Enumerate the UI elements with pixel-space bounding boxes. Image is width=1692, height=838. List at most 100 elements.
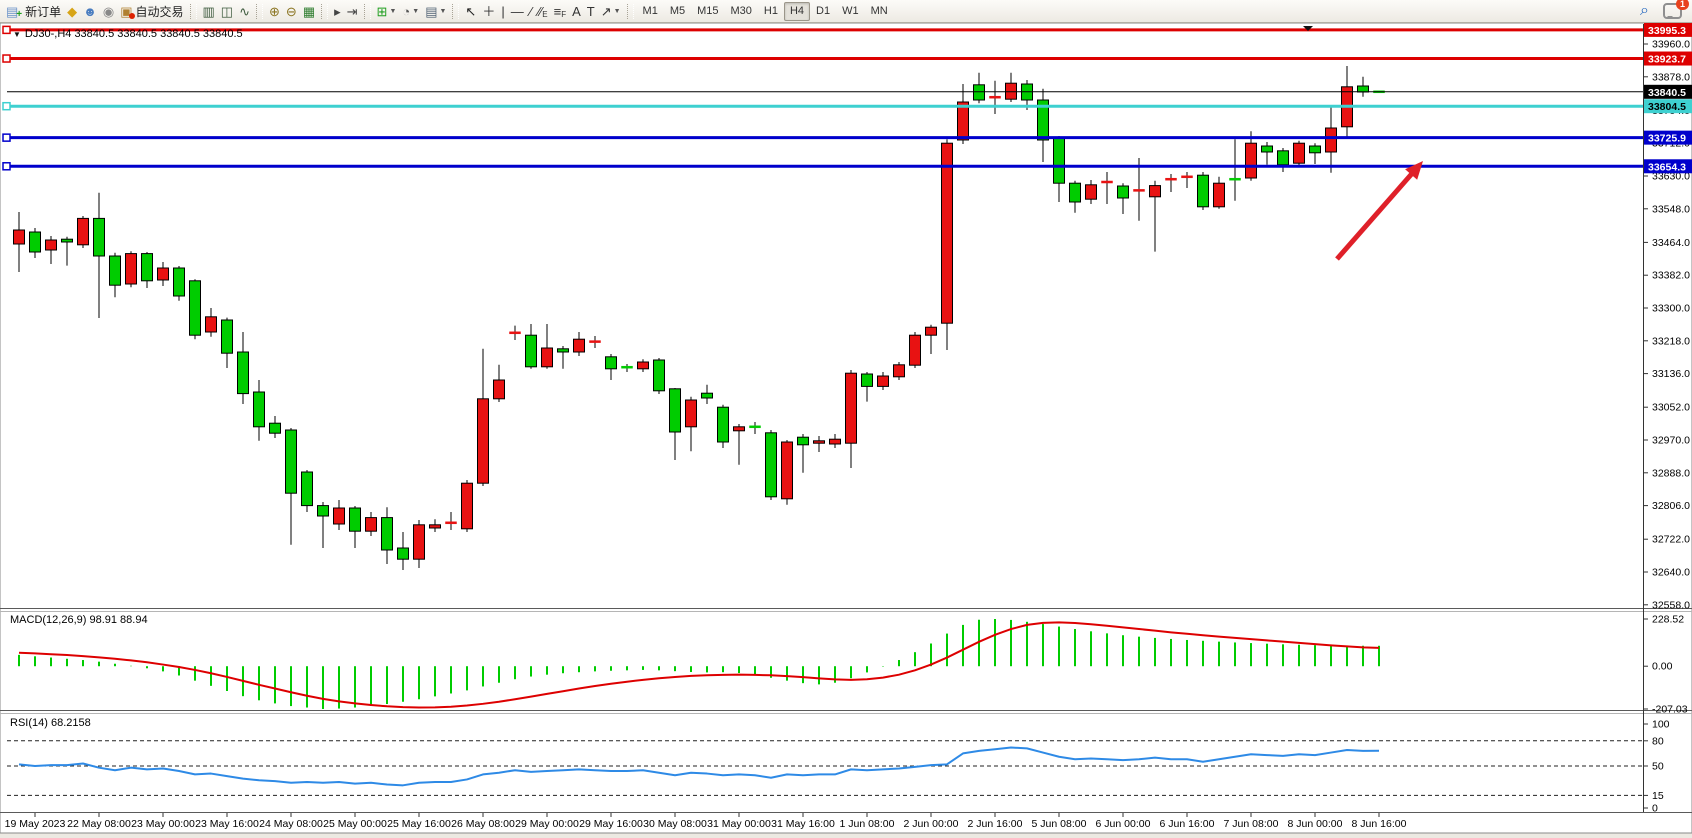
timeframe-mn[interactable]: MN [870, 5, 888, 17]
label-tool-icon: T [586, 3, 595, 19]
timeframes-dropdown[interactable]: ◔ ▼ [399, 2, 422, 21]
search-icon[interactable]: ⌕ [1640, 2, 1649, 19]
timeframe-h1[interactable]: H1 [763, 5, 778, 17]
timeframe-h4[interactable]: H4 [783, 1, 811, 21]
crosshair-tool-button[interactable]: ＋ [479, 2, 498, 21]
symbol-dropdown-icon[interactable]: ▼ [13, 30, 21, 39]
profile-icon-button[interactable]: ☻ [80, 2, 100, 21]
line-handle [2, 25, 11, 35]
fibonacci-tool-button[interactable]: ≡ F [551, 2, 569, 21]
line-handle [2, 133, 11, 142]
zoom-out-button[interactable]: ⊖ [283, 2, 300, 21]
vertical-line-tool-button[interactable]: | [498, 2, 507, 21]
svg-text:19 May 2023: 19 May 2023 [5, 818, 66, 830]
fibonacci-tool-icon: ≡ [553, 3, 562, 19]
svg-text:0: 0 [1652, 803, 1658, 815]
tile-windows-button[interactable]: ▦ [300, 2, 318, 21]
channel-tool-button[interactable]: ∕∕ E [535, 2, 551, 21]
svg-text:33654.3: 33654.3 [1648, 161, 1686, 173]
rsi-indicator-label: RSI(14) 68.2158 [10, 717, 91, 729]
arrows-tool-icon: ↗ [600, 3, 612, 19]
svg-text:33630.0: 33630.0 [1652, 171, 1690, 183]
svg-text:228.52: 228.52 [1652, 614, 1684, 626]
svg-text:5 Jun 08:00: 5 Jun 08:00 [1032, 818, 1087, 830]
toolbar-separator [189, 3, 197, 19]
profile-icon-icon: ☻ [83, 3, 97, 19]
chat-icon[interactable]: 1 [1663, 0, 1689, 19]
auto-scroll-button[interactable]: ▸ [331, 2, 344, 21]
svg-text:29 May 16:00: 29 May 16:00 [579, 818, 643, 830]
svg-text:31 May 00:00: 31 May 00:00 [707, 818, 771, 830]
timeframe-m15[interactable]: M15 [697, 5, 719, 17]
scroll-marker-icon[interactable] [1303, 26, 1313, 31]
text-tool-icon: A [572, 3, 581, 19]
svg-text:33382.0: 33382.0 [1652, 270, 1690, 282]
new-order-icon: ▤ [6, 3, 19, 19]
svg-text:25 May 16:00: 25 May 16:00 [387, 818, 451, 830]
rsi-pane: 100 80 50 150 [7, 719, 1670, 815]
annotation-arrow[interactable] [1335, 161, 1423, 261]
tool-subscript: E [542, 9, 548, 19]
line-chart-icon-icon: ∿ [239, 3, 250, 19]
horizontal-lines[interactable] [2, 25, 1643, 171]
time-axis[interactable]: 19 May 2023 22 May 08:00 23 May 00:00 23 Ma… [5, 813, 1407, 830]
templates-dropdown-icon: ▤ [425, 3, 438, 19]
svg-text:6 Jun 16:00: 6 Jun 16:00 [1160, 818, 1215, 830]
toolbar-separator [452, 3, 460, 19]
toolbar: ▤ + 新订单 ◆ ☻ ◉ ▣ 自动交易 ▥ ◫ ∿ ⊕ ⊖ ▦ ▸ ⇥ ⊞ ▼ ◔ ▼ ▤ ▼ ↖ ＋ | ― ∕ ∕∕ E ≡ F A T ↗… [0, 0, 1692, 23]
bar-chart-icon-icon: ▥ [202, 3, 215, 19]
chevron-down-icon: ▼ [439, 7, 447, 15]
timeframe-m1[interactable]: M1 [642, 5, 658, 17]
line-handle [2, 101, 11, 111]
svg-text:2 Jun 00:00: 2 Jun 00:00 [904, 818, 959, 830]
candle-chart-icon-button[interactable]: ◫ [218, 2, 236, 21]
svg-text:30 May 08:00: 30 May 08:00 [643, 818, 707, 830]
timeframe-m30[interactable]: M30 [730, 5, 752, 17]
svg-text:15: 15 [1652, 790, 1664, 802]
timeframe-d1[interactable]: D1 [816, 5, 831, 17]
text-tool-button[interactable]: A [569, 2, 584, 21]
account-icon-button[interactable]: ◆ [64, 2, 80, 21]
line-chart-icon-button[interactable]: ∿ [236, 2, 253, 21]
indicators-dropdown[interactable]: ⊞ ▼ [374, 2, 400, 21]
svg-text:2 Jun 16:00: 2 Jun 16:00 [968, 818, 1023, 830]
crosshair-tool-icon: ＋ [482, 3, 496, 19]
line-handle [2, 162, 11, 171]
svg-text:32888.0: 32888.0 [1652, 467, 1690, 479]
signals-icon-button[interactable]: ◉ [100, 2, 117, 21]
chart-shift-button[interactable]: ⇥ [344, 2, 361, 21]
algo-trading-button[interactable]: ▣ 自动交易 [117, 2, 186, 21]
chevron-down-icon: ▼ [613, 7, 621, 15]
vertical-line-tool-icon: | [501, 3, 505, 19]
timeframe-w1[interactable]: W1 [842, 5, 859, 17]
macd-signal-line [18, 621, 1380, 709]
cursor-tool-icon: ↖ [465, 3, 477, 19]
plus-icon: + [16, 8, 23, 20]
trendline-tool-button[interactable]: ∕ [527, 2, 535, 21]
svg-text:7 Jun 08:00: 7 Jun 08:00 [1224, 818, 1279, 830]
channel-tool-icon: ∕∕ [537, 3, 543, 19]
cursor-tool-button[interactable]: ↖ [462, 2, 479, 21]
toolbar-separator [321, 3, 329, 19]
timeframe-m5[interactable]: M5 [669, 5, 686, 17]
svg-text:50: 50 [1652, 761, 1664, 773]
toolbar-separator [626, 3, 634, 19]
svg-text:25 May 00:00: 25 May 00:00 [323, 818, 387, 830]
zoom-in-button[interactable]: ⊕ [266, 2, 283, 21]
svg-text:33804.5: 33804.5 [1648, 101, 1686, 113]
horizontal-line-tool-button[interactable]: ― [508, 2, 527, 21]
label-tool-button[interactable]: T [584, 2, 598, 21]
chart-shift-icon: ⇥ [346, 3, 358, 19]
templates-dropdown[interactable]: ▤ ▼ [422, 2, 449, 21]
svg-text:6 Jun 00:00: 6 Jun 00:00 [1096, 818, 1151, 830]
zoom-out-icon: ⊖ [285, 3, 297, 19]
bar-chart-icon-button[interactable]: ▥ [200, 2, 218, 21]
svg-text:33548.0: 33548.0 [1652, 203, 1690, 215]
new-order-button[interactable]: ▤ + 新订单 [3, 2, 64, 21]
arrows-tool-button[interactable]: ↗ ▼ [598, 2, 624, 21]
svg-text:0.00: 0.00 [1652, 661, 1673, 673]
svg-text:33923.7: 33923.7 [1648, 54, 1686, 66]
svg-text:32722.0: 32722.0 [1652, 534, 1690, 546]
svg-text:33218.0: 33218.0 [1652, 335, 1690, 347]
